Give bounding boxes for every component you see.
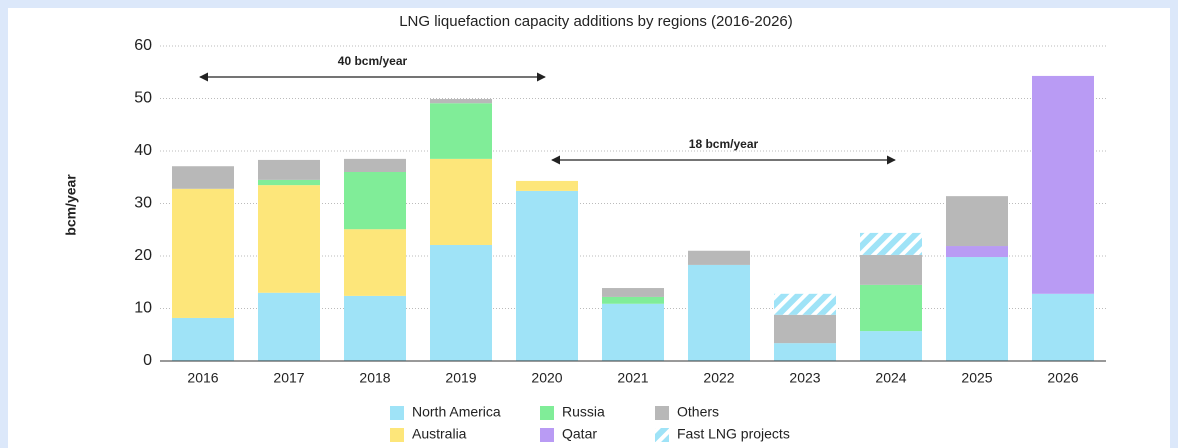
bar-segment [946, 257, 1008, 361]
bar-segment [774, 343, 836, 361]
bar-segment [774, 314, 836, 344]
bar-segment [172, 188, 234, 318]
bar-segment [258, 179, 320, 186]
bar-segment [602, 303, 664, 361]
bar-segment [344, 295, 406, 361]
y-tick-label: 60 [134, 37, 152, 54]
bar-segment [774, 293, 836, 315]
bar-segment [946, 196, 1008, 247]
x-tick-label: 2019 [445, 370, 476, 386]
legend-label: North America [412, 404, 501, 420]
bar-segment [258, 159, 320, 180]
bar-segment [860, 331, 922, 361]
y-tick-label: 30 [134, 195, 152, 212]
bar-segment [430, 99, 492, 104]
legend-label: Russia [562, 404, 605, 420]
legend-label: Qatar [562, 426, 597, 442]
x-tick-label: 2024 [875, 370, 906, 386]
y-axis-label: bcm/year [63, 174, 79, 236]
y-tick-label: 20 [134, 247, 152, 264]
bar-segment [602, 296, 664, 304]
x-tick-label: 2026 [1047, 370, 1078, 386]
annotation: 40 bcm/year [338, 54, 408, 68]
y-tick-label: 40 [134, 142, 152, 159]
x-tick-label: 2021 [617, 370, 648, 386]
bar-segment [258, 185, 320, 293]
legend-swatch [655, 428, 669, 442]
bar-segment [172, 166, 234, 189]
legend-label: Others [677, 404, 719, 420]
legend-swatch [390, 428, 404, 442]
legend-label: Australia [412, 426, 467, 442]
legend-swatch [390, 406, 404, 420]
x-tick-label: 2016 [187, 370, 218, 386]
bar-segment [344, 172, 406, 230]
annotation: 18 bcm/year [689, 137, 759, 151]
bar-segment [688, 250, 750, 265]
bar-segment [258, 292, 320, 361]
x-tick-label: 2018 [359, 370, 390, 386]
bar-segment [946, 246, 1008, 258]
y-tick-label: 50 [134, 90, 152, 107]
legend-swatch [540, 406, 554, 420]
bar-segment [1032, 293, 1094, 361]
bar-segment [602, 288, 664, 297]
x-tick-label: 2022 [703, 370, 734, 386]
x-tick-label: 2020 [531, 370, 562, 386]
bar-segment [430, 244, 492, 361]
bar-segment [172, 317, 234, 361]
bar-segment [516, 180, 578, 191]
x-tick-label: 2017 [273, 370, 304, 386]
bar-segment [344, 158, 406, 172]
bar-segment [860, 254, 922, 285]
legend-swatch [655, 406, 669, 420]
legend-label: Fast LNG projects [677, 426, 790, 442]
bar-segment [860, 232, 922, 255]
x-tick-label: 2025 [961, 370, 992, 386]
bar-segment [430, 158, 492, 245]
legend-swatch [540, 428, 554, 442]
y-tick-label: 0 [143, 352, 152, 369]
bar-segment [430, 103, 492, 159]
bar-segment [344, 229, 406, 296]
bar-segment [688, 264, 750, 361]
y-tick-label: 10 [134, 300, 152, 317]
bar-segment [1032, 75, 1094, 294]
x-tick-label: 2023 [789, 370, 820, 386]
bar-segment [516, 190, 578, 361]
bar-segment [860, 284, 922, 332]
chart-title: LNG liquefaction capacity additions by r… [399, 13, 793, 30]
